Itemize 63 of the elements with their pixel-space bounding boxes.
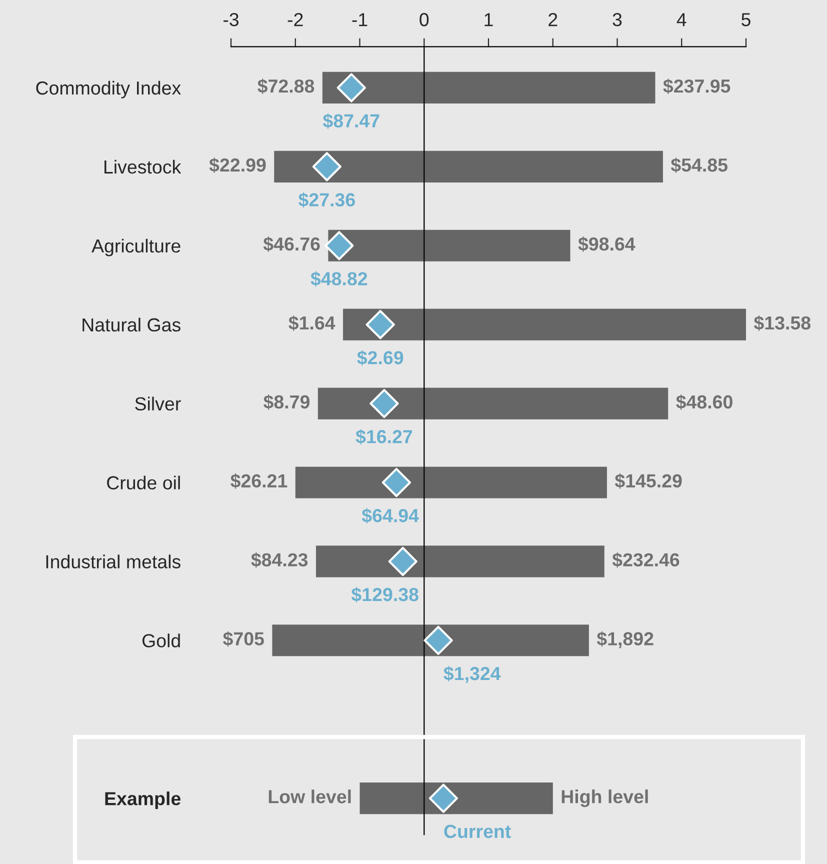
annotation: $1,892 <box>596 631 654 648</box>
annotation: $64.94 <box>362 508 419 524</box>
annotation: $129.38 <box>351 587 418 602</box>
annotation: $237.95 <box>663 78 730 94</box>
point <box>424 626 453 655</box>
y-tick-label: Gold <box>142 634 180 648</box>
bar <box>343 308 746 340</box>
annotation: $98.64 <box>578 236 636 252</box>
bar <box>318 388 668 420</box>
annotation: $84.23 <box>251 552 308 568</box>
bar <box>328 230 570 262</box>
annotation: $46.76 <box>263 236 320 252</box>
point <box>382 468 412 498</box>
bar <box>272 624 589 656</box>
point <box>366 310 395 340</box>
x-tick-label: 2 <box>548 13 558 26</box>
annotation: High level <box>562 790 648 808</box>
y-tick-label: Example <box>105 792 180 809</box>
point <box>324 231 354 260</box>
bar <box>295 466 607 498</box>
point <box>428 784 458 813</box>
y-tick-label: Natural Gas <box>82 318 180 332</box>
y-tick-label: Silver <box>135 396 181 411</box>
x-tick-label: 3 <box>612 13 622 26</box>
x-tick-label: 0 <box>420 13 429 26</box>
annotation: $13.58 <box>754 316 810 331</box>
annotation: $72.88 <box>258 78 314 94</box>
bar <box>316 546 604 578</box>
annotation: $1,324 <box>444 666 501 683</box>
annotation: Low level <box>268 790 351 804</box>
bar <box>360 782 553 814</box>
annotation: $232.46 <box>612 552 680 568</box>
y-tick-label: Crude oil <box>107 476 180 490</box>
y-tick-label: Livestock <box>104 160 182 174</box>
annotation: $16.27 <box>356 429 412 445</box>
point <box>370 388 399 418</box>
y-tick-label: Industrial metals <box>46 554 180 568</box>
point <box>312 152 342 182</box>
point <box>336 73 366 102</box>
annotation: $26.21 <box>230 473 288 489</box>
annotation: $54.85 <box>670 158 728 173</box>
bar <box>322 72 656 104</box>
annotation: $22.99 <box>209 158 266 173</box>
x-tick-label: 4 <box>676 13 686 26</box>
bar <box>274 150 663 182</box>
point <box>388 546 418 576</box>
x-tick-label: -1 <box>352 13 368 26</box>
y-tick-label: Commodity Index <box>36 80 181 98</box>
annotation: $27.36 <box>298 192 355 208</box>
annotation: $8.79 <box>264 394 310 410</box>
x-tick-label: 5 <box>742 13 750 26</box>
annotation: $2.69 <box>357 350 404 366</box>
annotation: $48.82 <box>310 271 368 287</box>
x-tick-label: -3 <box>223 13 239 26</box>
annotation: Current <box>444 824 511 838</box>
annotation: $145.29 <box>614 473 682 489</box>
annotation: $87.47 <box>322 113 380 129</box>
x-tick-label: -2 <box>288 13 303 26</box>
x-tick-label: 1 <box>484 13 493 26</box>
annotation: $705 <box>223 631 264 647</box>
y-tick-label: Agriculture <box>92 238 180 256</box>
annotation: $1.64 <box>288 316 336 331</box>
annotation: $48.60 <box>676 394 732 410</box>
